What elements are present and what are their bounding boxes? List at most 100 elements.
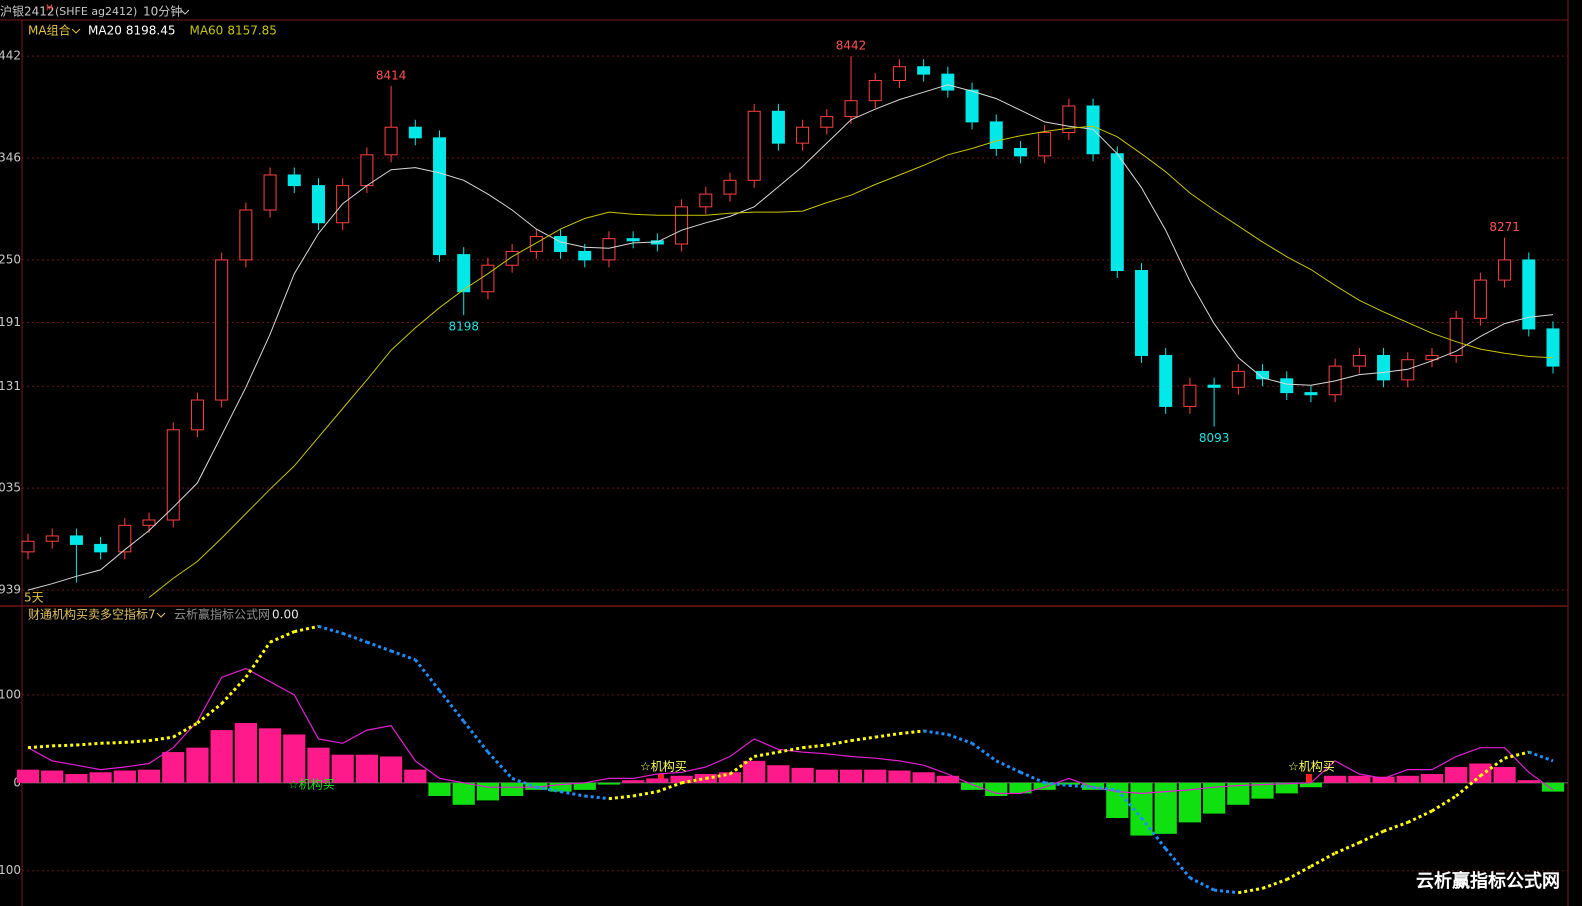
histogram-bar	[210, 730, 233, 783]
trend-dots	[536, 785, 561, 794]
trend-dots	[269, 630, 295, 644]
histogram-bar	[1348, 775, 1371, 783]
legend-title[interactable]: MA组合	[28, 23, 71, 38]
histogram-bar	[864, 769, 887, 783]
trend-dots	[318, 624, 344, 635]
candle-body	[287, 174, 301, 187]
candle-body	[965, 89, 979, 123]
period-label: 5天	[24, 591, 44, 605]
histogram-bar	[113, 770, 136, 783]
y-tick-label: -100	[0, 863, 21, 877]
ma-line	[148, 125, 1554, 598]
histogram-bar	[307, 747, 330, 783]
candle-body	[868, 80, 882, 102]
trend-dots	[366, 640, 392, 653]
candle-body	[1522, 259, 1536, 330]
trend-dots	[705, 772, 731, 780]
histogram-bar	[379, 756, 403, 783]
trend-dots	[729, 755, 756, 776]
histogram-bar	[1493, 767, 1516, 783]
trend-dots	[438, 689, 465, 723]
trend-dots	[875, 732, 900, 739]
candle-body	[699, 193, 713, 208]
signal-label: ☆机构买	[1288, 759, 1335, 774]
histogram-bar	[1251, 782, 1274, 799]
extreme-label: 8271	[1489, 220, 1520, 234]
dropdown-icon[interactable]	[180, 9, 190, 15]
trend-dots	[1286, 865, 1312, 881]
signal-label: ☆机构买	[640, 759, 687, 774]
histogram-bar	[549, 782, 572, 792]
symbol: 沪银2412	[0, 5, 55, 19]
trend-dots	[560, 790, 586, 798]
extreme-label: 8198	[448, 320, 479, 334]
histogram-bar	[428, 782, 451, 797]
trend-dots	[414, 658, 441, 692]
dropdown-icon[interactable]	[156, 612, 166, 618]
candle-body	[989, 121, 1003, 149]
trend-dots	[681, 776, 707, 785]
histogram-bar	[1057, 782, 1080, 785]
histogram-bar	[1130, 782, 1153, 836]
candle-body	[142, 519, 156, 526]
y-tick-label: 8191	[0, 315, 21, 329]
histogram-bar	[1445, 767, 1468, 783]
candle-body	[1256, 370, 1270, 380]
histogram-bar	[767, 765, 790, 783]
candle-body	[1377, 354, 1391, 381]
histogram-bar	[1469, 763, 1492, 783]
histogram-bar	[65, 774, 88, 783]
trend-dots	[923, 729, 949, 736]
candle-body	[554, 236, 568, 252]
candle-body	[384, 126, 398, 156]
histogram-bar	[41, 770, 64, 783]
candle-body	[215, 259, 229, 401]
histogram-bar	[1517, 780, 1540, 783]
candle-body	[1425, 354, 1439, 361]
trend-dots	[462, 720, 490, 753]
histogram-bar	[1009, 782, 1032, 794]
candle-body	[917, 66, 931, 75]
trend-dots	[995, 759, 1022, 774]
candle-body	[723, 179, 737, 195]
trend-dots	[1407, 809, 1433, 824]
period[interactable]: 10分钟	[143, 4, 182, 19]
histogram-bar	[960, 782, 984, 790]
trend-dots	[1455, 774, 1482, 798]
indicator-title[interactable]: 财通机构买卖多空指标7	[28, 607, 156, 622]
extreme-label: 8093	[1199, 431, 1230, 445]
histogram-bar	[452, 782, 475, 805]
histogram-bar	[1033, 782, 1056, 790]
histogram-bar	[597, 782, 621, 785]
flag: M	[46, 4, 53, 13]
trend-dots	[1068, 783, 1094, 789]
histogram-bar	[162, 752, 185, 783]
histogram-bar	[16, 769, 40, 783]
candle-body	[457, 254, 471, 293]
trend-dots	[1044, 781, 1070, 787]
histogram-bar	[815, 769, 838, 783]
histogram-bar	[912, 772, 935, 783]
legend-name: MA20	[88, 24, 122, 38]
histogram-bar	[1420, 774, 1444, 783]
y-tick-label: 100	[0, 687, 21, 701]
code: (SHFE ag2412)	[55, 5, 137, 18]
indicator-readout: 0.00	[272, 608, 299, 622]
indicator-source: 云析赢指标公式网	[174, 607, 270, 622]
dropdown-icon[interactable]	[71, 28, 81, 34]
candle-body	[626, 238, 640, 242]
histogram-bar	[1154, 782, 1177, 834]
trend-dots	[632, 790, 658, 798]
histogram-bar	[622, 780, 645, 783]
y-tick-label: 8442	[0, 49, 21, 63]
candle-body	[529, 236, 543, 252]
signal-label: ☆机构买	[288, 777, 335, 792]
trend-dots	[826, 739, 852, 747]
y-tick-label: 8250	[0, 252, 21, 266]
trend-dots	[753, 750, 779, 758]
trend-dots	[778, 746, 803, 754]
trend-dots	[293, 624, 319, 634]
candle-body	[1110, 153, 1124, 272]
candle-body	[94, 543, 108, 553]
